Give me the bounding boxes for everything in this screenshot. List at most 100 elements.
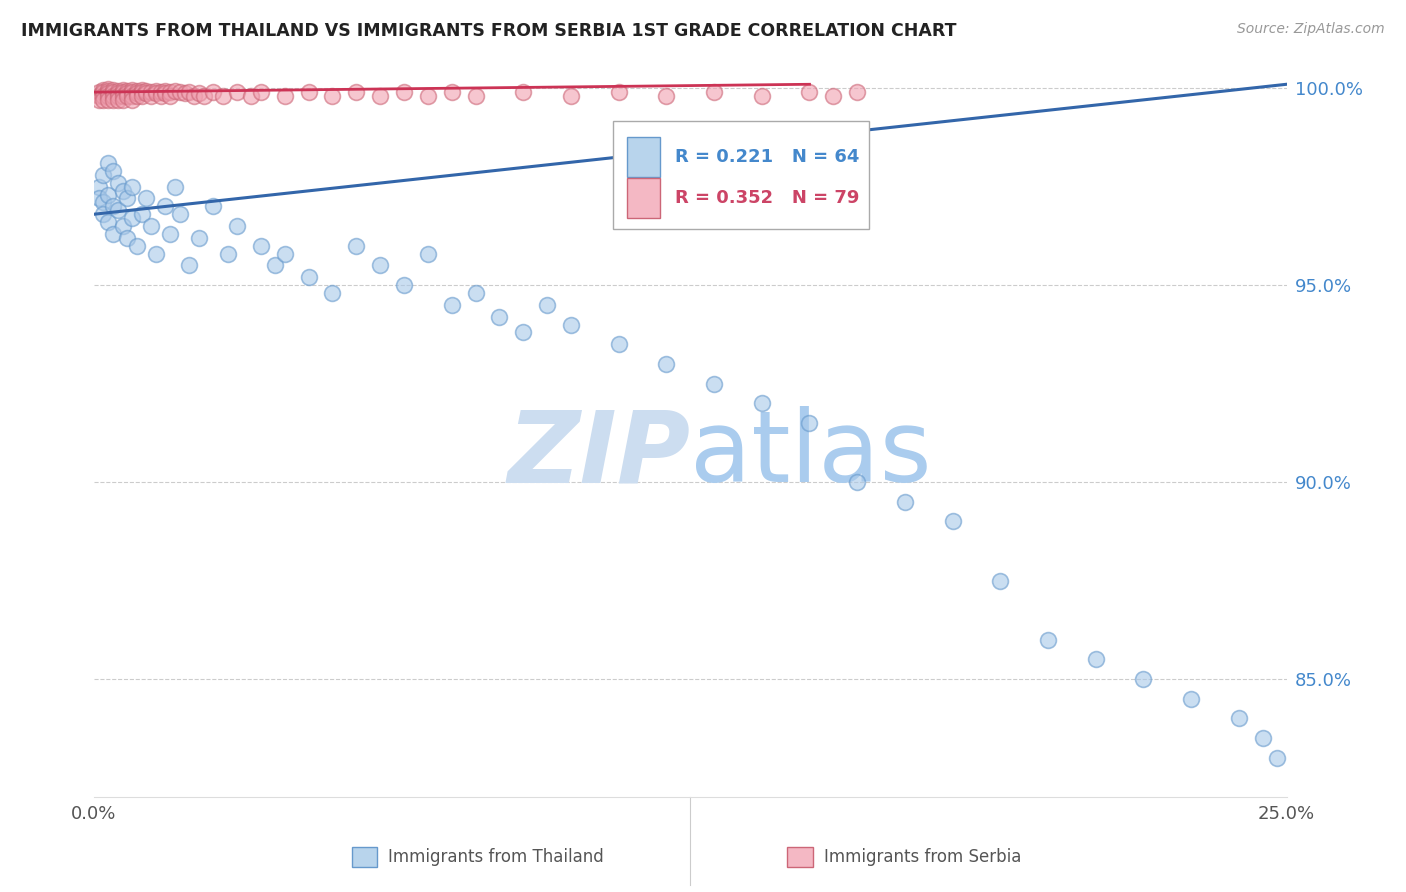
Point (111, 184, 134, 198)
Point (117, 86, 139, 100)
Point (101, 199, 124, 213)
Point (155, 84, 177, 98)
Point (512, 85, 534, 99)
Point (97, 82, 120, 96)
Point (1227, 711, 1250, 725)
Point (125, 84, 148, 98)
Point (799, 416, 821, 430)
Point (163, 179, 186, 194)
Text: Immigrants from Thailand: Immigrants from Thailand (388, 848, 603, 866)
Point (101, 93, 124, 107)
Point (187, 231, 209, 245)
Point (107, 84, 129, 98)
Point (560, 89, 582, 103)
Point (297, 270, 319, 285)
Point (512, 326, 534, 340)
Point (202, 85, 225, 99)
Point (145, 86, 167, 100)
Point (97, 156, 120, 170)
Point (131, 85, 153, 99)
Text: IMMIGRANTS FROM THAILAND VS IMMIGRANTS FROM SERBIA 1ST GRADE CORRELATION CHART: IMMIGRANTS FROM THAILAND VS IMMIGRANTS F… (21, 22, 956, 40)
Point (250, 85, 273, 99)
Point (149, 85, 172, 99)
Point (464, 89, 486, 103)
Point (392, 278, 415, 293)
Point (97, 84, 120, 98)
FancyBboxPatch shape (613, 121, 869, 229)
Point (440, 85, 463, 99)
Point (135, 86, 157, 100)
Point (93, 195, 115, 210)
Point (117, 84, 139, 98)
Point (250, 239, 273, 253)
Point (101, 85, 124, 99)
Point (159, 227, 181, 241)
Point (846, 475, 869, 489)
Point (97, 187, 120, 202)
Point (135, 192, 157, 206)
Point (799, 85, 821, 99)
Point (111, 89, 134, 103)
Point (117, 231, 139, 245)
Point (942, 515, 965, 529)
Point (125, 86, 148, 100)
Point (988, 574, 1011, 588)
Point (97, 215, 120, 229)
Point (87, 93, 110, 107)
Text: R = 0.352   N = 79: R = 0.352 N = 79 (675, 189, 859, 207)
Point (202, 199, 225, 213)
Point (87, 179, 110, 194)
Text: R = 0.221   N = 64: R = 0.221 N = 64 (675, 148, 859, 166)
Point (751, 396, 773, 410)
Point (93, 207, 115, 221)
Text: Immigrants from Serbia: Immigrants from Serbia (824, 848, 1021, 866)
Point (135, 84, 157, 98)
Point (217, 246, 239, 260)
Point (823, 89, 845, 103)
Point (101, 83, 124, 97)
Point (97, 86, 120, 100)
Point (179, 85, 201, 99)
Point (297, 85, 319, 99)
Point (703, 85, 725, 99)
Point (93, 89, 115, 103)
Text: atlas: atlas (690, 406, 932, 503)
Point (111, 85, 134, 99)
Point (173, 86, 195, 100)
Point (193, 89, 215, 103)
Point (107, 86, 129, 100)
Point (93, 93, 115, 107)
Point (1265, 751, 1288, 765)
Point (488, 310, 510, 324)
Point (101, 89, 124, 103)
Bar (627, 178, 661, 218)
Point (93, 85, 115, 99)
Point (416, 89, 439, 103)
Point (111, 93, 134, 107)
Point (145, 84, 167, 98)
Point (1251, 731, 1274, 745)
Point (121, 93, 143, 107)
Point (159, 89, 181, 103)
Point (145, 246, 167, 260)
Point (121, 89, 143, 103)
Point (87, 89, 110, 103)
Point (536, 298, 558, 312)
Point (846, 85, 869, 99)
Point (321, 89, 343, 103)
Point (211, 89, 233, 103)
Point (703, 376, 725, 391)
Point (117, 192, 139, 206)
Point (131, 83, 153, 97)
Point (111, 219, 134, 233)
Text: Source: ZipAtlas.com: Source: ZipAtlas.com (1237, 22, 1385, 37)
Point (179, 259, 201, 273)
Point (1180, 691, 1202, 706)
Point (107, 89, 129, 103)
Point (1036, 632, 1059, 647)
Point (894, 495, 917, 509)
Point (392, 85, 415, 99)
Point (87, 192, 110, 206)
Point (169, 85, 191, 99)
Point (93, 83, 115, 97)
